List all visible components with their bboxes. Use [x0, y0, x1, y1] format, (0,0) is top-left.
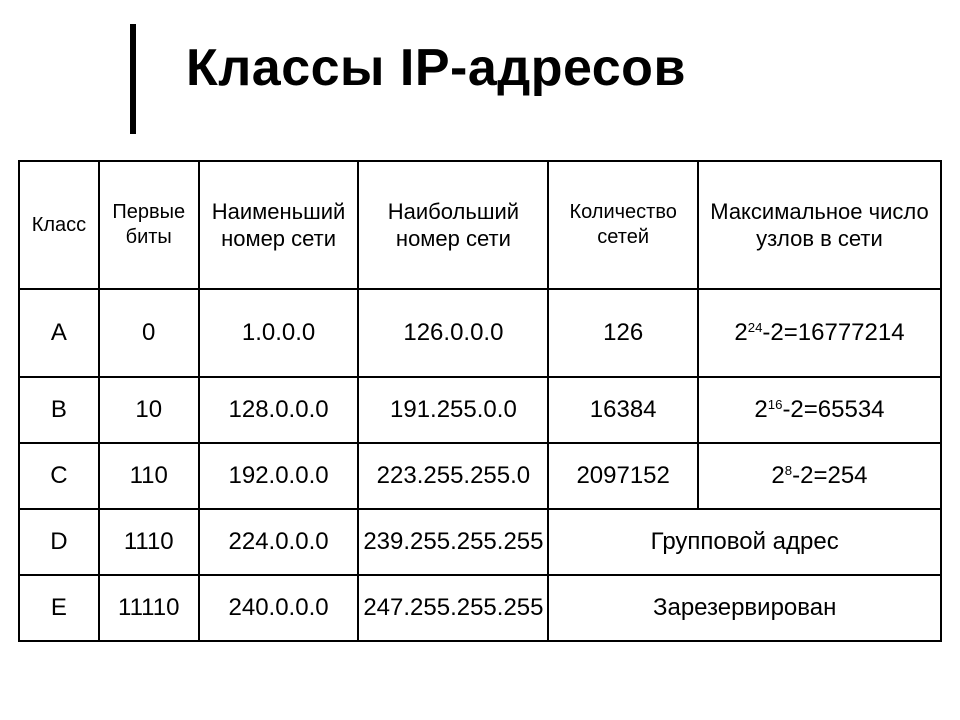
cell-merged-note: Групповой адрес: [548, 509, 941, 575]
cell-min: 240.0.0.0: [199, 575, 359, 641]
cell-class: A: [19, 289, 99, 377]
cell-class: B: [19, 377, 99, 443]
cell-class: E: [19, 575, 99, 641]
col-class: Класс: [19, 161, 99, 289]
cell-min: 224.0.0.0: [199, 509, 359, 575]
hosts-tail: -2=65534: [782, 396, 884, 423]
col-bits: Первые биты: [99, 161, 199, 289]
page-title: Классы IP-адресов: [186, 20, 686, 98]
hosts-tail: -2=16777214: [762, 319, 904, 346]
hosts-tail: -2=254: [792, 462, 867, 489]
cell-bits: 11110: [99, 575, 199, 641]
cell-min: 1.0.0.0: [199, 289, 359, 377]
table-row: E 11110 240.0.0.0 247.255.255.255 Зарезе…: [19, 575, 941, 641]
col-min: Наименьший номер сети: [199, 161, 359, 289]
cell-bits: 1110: [99, 509, 199, 575]
cell-bits: 110: [99, 443, 199, 509]
cell-max: 223.255.255.0: [358, 443, 548, 509]
cell-max: 126.0.0.0: [358, 289, 548, 377]
cell-max: 239.255.255.255: [358, 509, 548, 575]
table-row: D 1110 224.0.0.0 239.255.255.255 Группов…: [19, 509, 941, 575]
cell-nets: 126: [548, 289, 698, 377]
slide: Классы IP-адресов Класс Первые биты Наим…: [0, 0, 960, 720]
cell-merged-note: Зарезервирован: [548, 575, 941, 641]
title-accent-bar: [130, 24, 136, 134]
hosts-exponent: 24: [748, 320, 763, 335]
cell-max: 191.255.0.0: [358, 377, 548, 443]
cell-hosts: 216-2=65534: [698, 377, 941, 443]
table-row: B 10 128.0.0.0 191.255.0.0 16384 216-2=6…: [19, 377, 941, 443]
cell-min: 192.0.0.0: [199, 443, 359, 509]
cell-nets: 16384: [548, 377, 698, 443]
cell-class: D: [19, 509, 99, 575]
col-nets: Количество сетей: [548, 161, 698, 289]
cell-bits: 10: [99, 377, 199, 443]
table-row: C 110 192.0.0.0 223.255.255.0 2097152 28…: [19, 443, 941, 509]
hosts-exponent: 16: [768, 397, 783, 412]
cell-nets: 2097152: [548, 443, 698, 509]
cell-class: C: [19, 443, 99, 509]
cell-min: 128.0.0.0: [199, 377, 359, 443]
col-hosts: Максимальное число узлов в сети: [698, 161, 941, 289]
col-max: Наибольший номер сети: [358, 161, 548, 289]
cell-bits: 0: [99, 289, 199, 377]
table-header-row: Класс Первые биты Наименьший номер сети …: [19, 161, 941, 289]
ip-classes-table: Класс Первые биты Наименьший номер сети …: [18, 160, 942, 642]
cell-hosts: 224-2=16777214: [698, 289, 941, 377]
table-row: A 0 1.0.0.0 126.0.0.0 126 224-2=16777214: [19, 289, 941, 377]
title-block: Классы IP-адресов: [130, 20, 686, 134]
hosts-exponent: 8: [785, 463, 792, 478]
cell-max: 247.255.255.255: [358, 575, 548, 641]
cell-hosts: 28-2=254: [698, 443, 941, 509]
